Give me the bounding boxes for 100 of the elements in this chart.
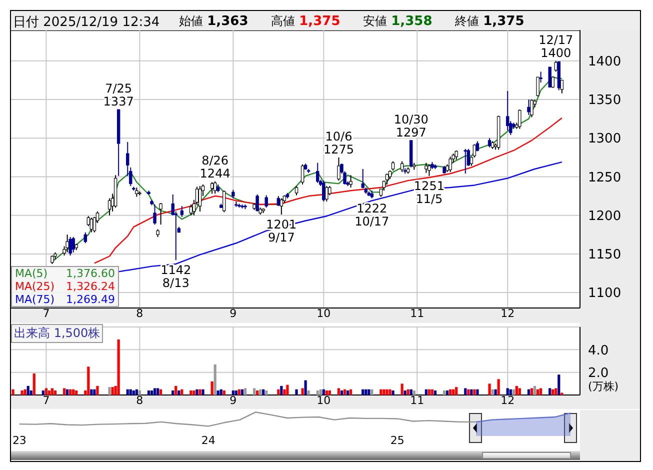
bar	[30, 390, 32, 395]
annotation: 10/6 1275	[323, 129, 354, 156]
text: 1,375	[483, 14, 524, 29]
bar	[265, 390, 268, 395]
annotation: 1142 8/13	[160, 263, 192, 290]
bar	[153, 388, 156, 395]
candlestick	[554, 60, 558, 72]
bar	[400, 384, 404, 395]
bar	[322, 389, 325, 395]
bar	[126, 389, 129, 395]
text: 1,358	[391, 14, 432, 29]
bar	[364, 389, 368, 395]
candlestick	[551, 76, 554, 88]
bar	[506, 388, 509, 395]
candlestick	[108, 198, 112, 216]
text: 1,363	[207, 14, 248, 29]
x-tick-label: 7	[42, 306, 50, 320]
text: MA(25) 1,326.24	[15, 280, 115, 293]
bar	[54, 390, 57, 395]
annotation: 7/25 1337	[103, 82, 134, 109]
bar	[93, 389, 96, 395]
bar	[449, 389, 452, 395]
bar	[150, 390, 154, 395]
x-tick-label: 12	[500, 306, 515, 320]
candlestick	[488, 138, 492, 148]
bar	[307, 390, 310, 395]
bar	[129, 389, 132, 395]
bar	[180, 389, 184, 395]
bar	[470, 389, 473, 395]
bar	[404, 390, 406, 395]
bar	[388, 389, 392, 395]
annotation: 1222 10/17	[354, 201, 390, 228]
bar	[410, 389, 412, 395]
candlestick	[159, 202, 162, 226]
bar	[412, 390, 416, 395]
x-tick-label: 12	[500, 394, 515, 407]
y-tick-label: 1350	[588, 93, 622, 108]
bar	[473, 389, 476, 395]
bar	[328, 390, 331, 395]
bar	[464, 388, 467, 395]
category-label: 安値	[363, 14, 387, 28]
category-label: 始値	[179, 14, 203, 28]
y-tick-label: 1200	[588, 208, 622, 224]
candlestick	[349, 174, 352, 188]
bar	[533, 386, 536, 395]
bar	[66, 389, 69, 395]
bar	[283, 389, 286, 395]
bar	[44, 388, 48, 395]
annotation: 10/30 1297	[394, 112, 428, 140]
bar	[232, 390, 234, 395]
bar	[238, 389, 241, 395]
candlestick	[530, 99, 534, 118]
candlestick	[400, 160, 404, 173]
candlestick	[256, 194, 259, 212]
candlestick	[548, 66, 552, 88]
x-tick-label: 9	[230, 394, 237, 407]
bar	[198, 389, 202, 395]
bar	[190, 390, 192, 395]
bar	[214, 364, 216, 395]
candlestick	[536, 76, 540, 97]
x-tick-label: 8	[136, 394, 144, 407]
bar	[192, 390, 196, 395]
bar	[497, 379, 500, 395]
category-label: 終値	[455, 14, 479, 28]
candlestick	[280, 198, 284, 216]
candlestick	[560, 80, 564, 94]
bar	[32, 373, 36, 395]
bar	[286, 384, 289, 395]
bar	[72, 389, 75, 395]
bar	[117, 339, 120, 395]
bar	[349, 389, 352, 395]
bar	[69, 389, 72, 395]
candlestick	[337, 156, 340, 182]
candlestick	[189, 204, 193, 216]
bar	[346, 390, 350, 395]
bar	[96, 386, 99, 395]
bar	[90, 389, 93, 395]
bar	[428, 389, 431, 395]
bar	[509, 389, 512, 395]
bar	[42, 390, 44, 395]
y-tick-label: 1250	[588, 170, 622, 186]
candlestick	[506, 90, 510, 131]
candlestick	[264, 194, 268, 208]
bar	[210, 381, 214, 395]
candlestick	[72, 236, 75, 253]
candlestick	[470, 156, 474, 166]
bar	[87, 366, 90, 395]
category-label: 高値	[271, 14, 295, 28]
bar	[552, 389, 554, 395]
bar	[430, 389, 434, 395]
x-tick-label: 10	[316, 306, 331, 320]
bar	[530, 388, 534, 395]
chart-title: 出来高 1,500株	[11, 324, 104, 343]
candlestick	[448, 156, 452, 173]
bar	[256, 390, 259, 395]
x-tick-label: 23	[12, 434, 26, 447]
candlestick	[428, 164, 431, 176]
candlestick	[198, 185, 202, 212]
bar	[172, 390, 174, 395]
bar	[301, 388, 304, 395]
